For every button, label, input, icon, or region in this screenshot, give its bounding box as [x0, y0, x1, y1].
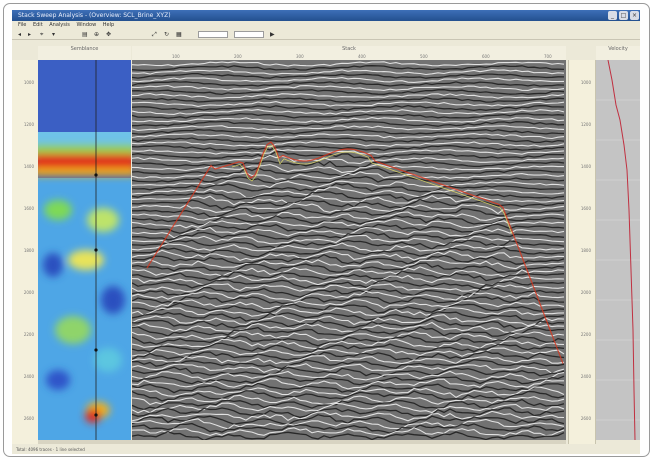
time-tick: 1400: [23, 164, 34, 169]
arrow-forward-icon[interactable]: ▸: [28, 31, 32, 38]
semblance-plot: [38, 60, 131, 440]
stack-title: Stack: [342, 46, 356, 52]
arrow-back-icon[interactable]: ◂: [18, 31, 22, 38]
seismic-stack-panel[interactable]: [132, 60, 566, 440]
trace-axis: 100 200 300 400 500 600 700: [132, 53, 566, 60]
grid-icon[interactable]: ▦: [176, 31, 182, 38]
semblance-title: Semblance: [70, 46, 99, 52]
menu-file[interactable]: File: [18, 22, 27, 28]
time-tick: 1000: [580, 80, 591, 85]
semblance-header: Semblance: [38, 46, 131, 61]
toolbar: ◂ ▸ ⌖ ▾ ▤ ⊕ ✥ ⤢ ↻ ▦ ▶: [12, 29, 640, 40]
play-icon[interactable]: ▶: [270, 31, 275, 38]
velocity-log: [596, 60, 640, 440]
time-tick: 2200: [580, 332, 591, 337]
time-tick: 1200: [580, 122, 591, 127]
menu-bar: File Edit Analysis Window Help: [12, 21, 640, 29]
left-time-axis: 1000 1200 1400 1600 1800 2000 2200 2400 2600: [12, 60, 39, 444]
time-tick: 1600: [580, 206, 591, 211]
app-window: Stack Sweep Analysis - (Overview: SCL_Br…: [3, 3, 650, 457]
velocity-title: Velocity: [608, 46, 628, 52]
trace-tick: 500: [420, 54, 428, 59]
status-text: Total: 4096 traces · 1 line selected: [16, 447, 85, 452]
menu-edit[interactable]: Edit: [32, 22, 43, 28]
stack-header: Stack 100 200 300 400 500 600 700: [132, 46, 566, 61]
time-tick: 2000: [580, 290, 591, 295]
horizontal-scrollbar[interactable]: [38, 440, 566, 444]
time-tick: 2400: [580, 374, 591, 379]
scale-input[interactable]: [234, 31, 264, 38]
status-bar: Total: 4096 traces · 1 line selected: [12, 446, 640, 454]
time-tick: 1200: [23, 122, 34, 127]
velocity-log-panel[interactable]: [596, 60, 640, 440]
trace-tick: 700: [544, 54, 552, 59]
dropdown-icon[interactable]: ▾: [52, 31, 56, 38]
semblance-panel[interactable]: [38, 60, 131, 440]
work-area: Semblance Stack 100 200 300 400 500 600 700 Ve…: [12, 40, 640, 446]
right-time-axis: 1000 1200 1400 1600 1800 2000 2200 2400 2600: [568, 60, 596, 444]
maximize-button[interactable]: □: [619, 11, 628, 20]
minimize-button[interactable]: _: [608, 11, 617, 20]
time-tick: 1800: [23, 248, 34, 253]
time-tick: 2000: [23, 290, 34, 295]
print-icon[interactable]: ▤: [82, 31, 88, 38]
menu-window[interactable]: Window: [76, 22, 97, 28]
trace-tick: 100: [172, 54, 180, 59]
zoom-icon[interactable]: ⊕: [94, 31, 100, 38]
seismic-section: [132, 60, 566, 440]
title-bar: Stack Sweep Analysis - (Overview: SCL_Br…: [12, 10, 640, 21]
time-tick: 1800: [580, 248, 591, 253]
close-button[interactable]: ×: [630, 11, 639, 20]
time-tick: 1600: [23, 206, 34, 211]
trace-tick: 200: [234, 54, 242, 59]
time-tick: 2600: [23, 416, 34, 421]
trace-tick: 300: [296, 54, 304, 59]
zoom-input[interactable]: [198, 31, 228, 38]
fit-icon[interactable]: ⤢: [152, 31, 157, 38]
select-icon[interactable]: ⌖: [40, 31, 44, 38]
menu-analysis[interactable]: Analysis: [49, 22, 70, 28]
trace-tick: 600: [482, 54, 490, 59]
trace-tick: 400: [358, 54, 366, 59]
velocity-header: Velocity: [596, 46, 640, 61]
menu-help[interactable]: Help: [102, 22, 115, 28]
time-tick: 1400: [580, 164, 591, 169]
window-title: Stack Sweep Analysis - (Overview: SCL_Br…: [18, 12, 171, 19]
pan-icon[interactable]: ✥: [106, 31, 112, 38]
time-tick: 1000: [23, 80, 34, 85]
time-tick: 2400: [23, 374, 34, 379]
time-tick: 2200: [23, 332, 34, 337]
time-tick: 2600: [580, 416, 591, 421]
refresh-icon[interactable]: ↻: [164, 31, 170, 38]
